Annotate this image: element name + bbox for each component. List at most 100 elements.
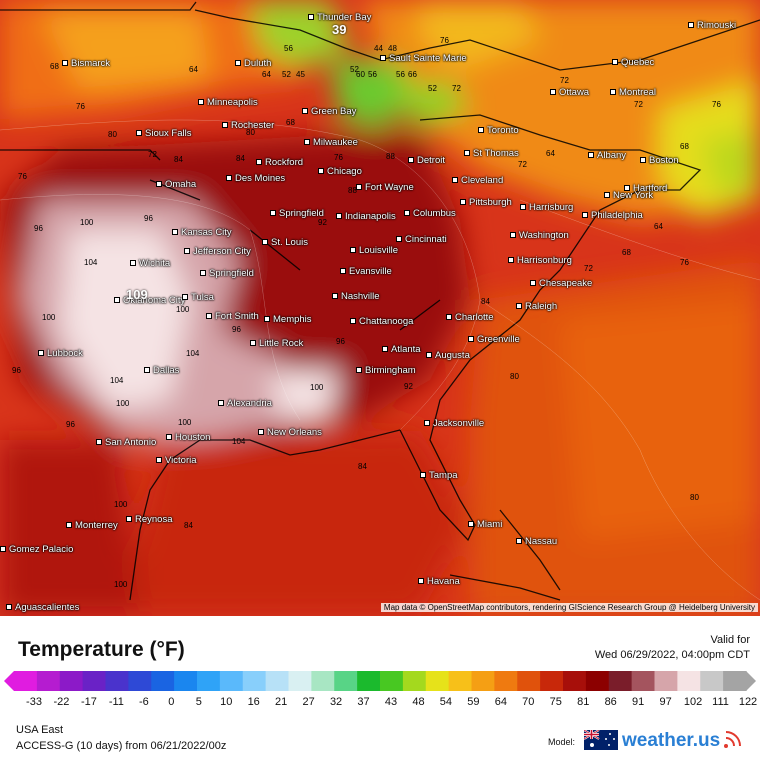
city-label: Rockford	[256, 157, 303, 168]
temperature-value: 80	[690, 493, 699, 502]
temperature-value: 104	[110, 376, 124, 385]
temperature-value: 84	[358, 462, 367, 471]
city-label: Thunder Bay	[308, 12, 371, 23]
scale-tick-label: -22	[53, 696, 70, 708]
scale-swatch	[59, 671, 84, 691]
temperature-value: 76	[712, 100, 721, 109]
temperature-value: 88	[386, 152, 395, 161]
scale-swatch	[334, 671, 358, 691]
scale-tick-label: 91	[632, 696, 645, 708]
scale-tick-label: 102	[683, 696, 703, 708]
temperature-value: 84	[174, 155, 183, 164]
scale-tick-label: 97	[659, 696, 672, 708]
scale-swatch	[700, 671, 724, 691]
city-label: Chicago	[318, 166, 362, 177]
city-label: Havana	[418, 576, 460, 587]
temperature-value: 100	[178, 418, 192, 427]
city-label: Sioux Falls	[136, 128, 191, 139]
temperature-value: 52	[428, 84, 437, 93]
temperature-value: 100	[42, 313, 56, 322]
temperature-value: 100	[310, 383, 324, 392]
temperature-value: 52	[282, 70, 291, 79]
scale-swatch	[36, 671, 61, 691]
city-label: Reynosa	[126, 514, 173, 525]
city-label: Ottawa	[550, 87, 589, 98]
temperature-value: 109	[126, 287, 148, 302]
city-label: Lubbock	[38, 348, 83, 359]
temperature-value: 56	[368, 70, 377, 79]
city-label: Tulsa	[182, 292, 214, 303]
scale-tick-label: 75	[549, 696, 562, 708]
city-label: Montreal	[610, 87, 656, 98]
temperature-value: 56	[284, 44, 293, 53]
scale-swatch	[402, 671, 427, 691]
city-label: San Antonio	[96, 437, 156, 448]
temperature-value: 76	[440, 36, 449, 45]
city-label: St. Louis	[262, 237, 308, 248]
map-canvas	[0, 0, 760, 616]
region-label: USA East	[16, 724, 64, 736]
temperature-value: 80	[510, 372, 519, 381]
city-label: Alexandria	[218, 398, 272, 409]
temperature-value: 104	[232, 437, 246, 446]
city-label: St Thomas	[464, 148, 519, 159]
scale-swatch	[357, 671, 381, 691]
temperature-value: 72	[148, 150, 157, 159]
scale-tick-label: 64	[494, 696, 507, 708]
city-label: Louisville	[350, 245, 398, 256]
city-label: Philadelphia	[582, 210, 643, 221]
scale-tick-label: 21	[275, 696, 288, 708]
city-label: Oklahoma City	[114, 295, 185, 306]
scale-tick-label: 48	[412, 696, 425, 708]
temperature-value: 52	[350, 65, 359, 74]
temperature-value: 48	[388, 44, 397, 53]
scale-tick-label: 16	[247, 696, 260, 708]
scale-swatch	[631, 671, 656, 691]
scale-swatch	[608, 671, 633, 691]
temperature-value: 60	[356, 70, 365, 79]
temperature-value: 96	[66, 420, 75, 429]
scale-left-arrow	[4, 671, 14, 691]
temperature-value: 96	[232, 325, 241, 334]
scale-tick-label: 54	[439, 696, 453, 708]
temperature-value: 104	[84, 258, 98, 267]
scale-swatch	[654, 671, 678, 691]
city-label: Harrisonburg	[508, 255, 572, 266]
temperature-value: 39	[332, 22, 347, 37]
legend-panel: Temperature (°F) Valid for Wed 06/29/202…	[0, 616, 760, 760]
city-label: Rimouski	[688, 20, 736, 31]
city-label: Little Rock	[250, 338, 303, 349]
scale-swatch	[380, 671, 404, 691]
color-scale	[4, 671, 756, 691]
scale-swatch	[425, 671, 450, 691]
temperature-value: 76	[334, 153, 343, 162]
city-label: Evansville	[340, 266, 392, 277]
scale-swatch	[311, 671, 335, 691]
scale-swatch	[219, 671, 244, 691]
city-label: Jacksonville	[424, 418, 484, 429]
temperature-value: 96	[336, 337, 345, 346]
city-label: Kansas City	[172, 227, 232, 238]
temperature-map[interactable]: Thunder Bay Bismarck Duluth Sault Sainte Ma…	[0, 0, 760, 616]
temperature-value: 100	[116, 399, 130, 408]
city-label: Boston	[640, 155, 679, 166]
scale-swatch	[82, 671, 107, 691]
scale-tick-label: 0	[168, 696, 175, 708]
city-label: Nashville	[332, 291, 380, 302]
map-attribution[interactable]: Map data © OpenStreetMap contributors, r…	[380, 603, 758, 612]
city-label: Quebec	[612, 57, 654, 68]
scale-swatch	[151, 671, 175, 691]
scale-swatch	[14, 671, 38, 691]
city-label: New York	[604, 190, 653, 201]
city-label: Minneapolis	[198, 97, 258, 108]
city-label: Bismarck	[62, 58, 110, 69]
city-label: Greenville	[468, 334, 520, 345]
scale-tick-label: 10	[220, 696, 233, 708]
scale-right-arrow	[746, 671, 756, 691]
temperature-value: 68	[680, 142, 689, 151]
city-label: Rochester	[222, 120, 274, 131]
city-label: Birmingham	[356, 365, 416, 376]
brand-logo[interactable]: weather.us	[622, 730, 721, 751]
temperature-value: 68	[50, 62, 59, 71]
city-label: Raleigh	[516, 301, 557, 312]
